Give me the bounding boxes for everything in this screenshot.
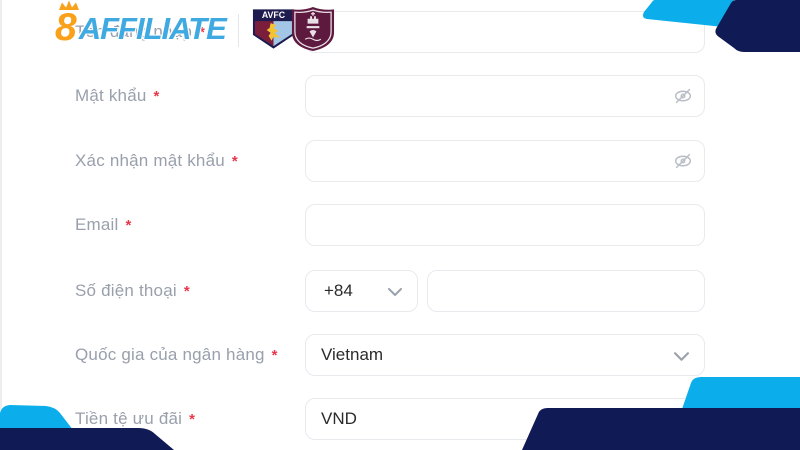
confirm-password-input[interactable] <box>305 140 705 182</box>
required-marker: * <box>198 23 206 41</box>
required-marker: * <box>189 410 196 428</box>
field-row-confirm-password: Xác nhận mật khẩu * <box>0 140 800 182</box>
field-row-phone: Số điện thoại * +84 <box>0 270 800 312</box>
chevron-down-icon <box>388 288 402 296</box>
dial-code-select[interactable]: +84 <box>305 270 418 312</box>
field-row-bank-country: Quốc gia của ngân hàng * Vietnam <box>0 334 800 376</box>
eye-off-icon <box>674 88 692 104</box>
field-label-phone: Số điện thoại * <box>75 281 190 300</box>
field-row-currency: Tiền tệ ưu đãi * VND <box>0 398 800 440</box>
field-row-password: Mật khẩu * <box>0 75 800 117</box>
crown-icon <box>59 0 79 10</box>
username-input[interactable] <box>305 11 705 53</box>
required-marker: * <box>125 216 132 234</box>
field-label-confirm-password: Xác nhận mật khẩu * <box>75 151 238 170</box>
required-marker: * <box>271 346 278 364</box>
page-edge <box>0 0 2 450</box>
currency-value: VND <box>321 409 357 428</box>
field-label-bank-country: Quốc gia của ngân hàng * <box>75 345 278 364</box>
required-marker: * <box>183 282 190 300</box>
field-row-username: Tên đăng nhập * <box>0 11 800 53</box>
phone-number-input[interactable] <box>427 270 705 312</box>
chevron-down-icon <box>674 352 689 361</box>
eye-off-icon <box>674 153 692 169</box>
chevron-down-icon <box>674 416 689 425</box>
field-label-email: Email * <box>75 215 132 234</box>
currency-select[interactable]: VND <box>305 398 705 440</box>
field-label-password: Mật khẩu * <box>75 86 160 105</box>
password-input[interactable] <box>305 75 705 117</box>
toggle-confirm-password-visibility-button[interactable] <box>668 146 698 176</box>
required-marker: * <box>231 152 238 170</box>
field-label-username: Tên đăng nhập * <box>75 22 206 41</box>
field-row-email: Email * <box>0 204 800 246</box>
toggle-password-visibility-button[interactable] <box>668 81 698 111</box>
field-label-currency: Tiền tệ ưu đãi * <box>75 409 196 428</box>
bank-country-value: Vietnam <box>321 345 384 364</box>
email-input[interactable] <box>305 204 705 246</box>
required-marker: * <box>153 87 160 105</box>
dial-code-value: +84 <box>324 281 353 300</box>
bank-country-select[interactable]: Vietnam <box>305 334 705 376</box>
